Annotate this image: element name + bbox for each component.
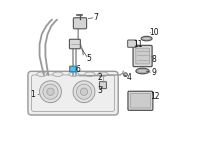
Text: 1: 1 [31, 90, 35, 99]
Text: 2: 2 [98, 73, 102, 82]
Circle shape [43, 84, 58, 99]
Text: 4: 4 [127, 73, 132, 82]
Circle shape [47, 88, 54, 95]
Ellipse shape [136, 68, 149, 74]
FancyBboxPatch shape [69, 39, 80, 49]
Text: 9: 9 [151, 68, 156, 77]
Text: 6: 6 [76, 65, 81, 74]
Circle shape [124, 74, 127, 76]
Circle shape [124, 73, 127, 77]
Text: 5: 5 [86, 54, 91, 64]
FancyBboxPatch shape [133, 45, 152, 67]
Ellipse shape [69, 72, 79, 76]
Ellipse shape [141, 36, 152, 41]
FancyBboxPatch shape [70, 66, 76, 72]
FancyBboxPatch shape [136, 48, 149, 64]
FancyBboxPatch shape [28, 71, 118, 115]
Circle shape [80, 88, 88, 95]
FancyBboxPatch shape [73, 18, 87, 29]
Text: 11: 11 [133, 40, 143, 49]
FancyBboxPatch shape [99, 82, 106, 89]
FancyBboxPatch shape [128, 40, 136, 47]
Ellipse shape [53, 72, 63, 76]
Circle shape [73, 81, 95, 103]
Circle shape [40, 81, 61, 103]
Text: 3: 3 [98, 86, 102, 95]
Text: 8: 8 [152, 55, 156, 64]
FancyBboxPatch shape [130, 94, 151, 108]
Text: 7: 7 [93, 13, 98, 22]
Ellipse shape [37, 72, 47, 76]
Circle shape [76, 84, 92, 99]
Text: 10: 10 [149, 27, 159, 36]
Ellipse shape [143, 37, 150, 40]
Ellipse shape [98, 72, 108, 76]
FancyBboxPatch shape [128, 91, 153, 110]
Ellipse shape [138, 69, 147, 73]
Ellipse shape [85, 72, 95, 76]
Text: 12: 12 [151, 92, 160, 101]
